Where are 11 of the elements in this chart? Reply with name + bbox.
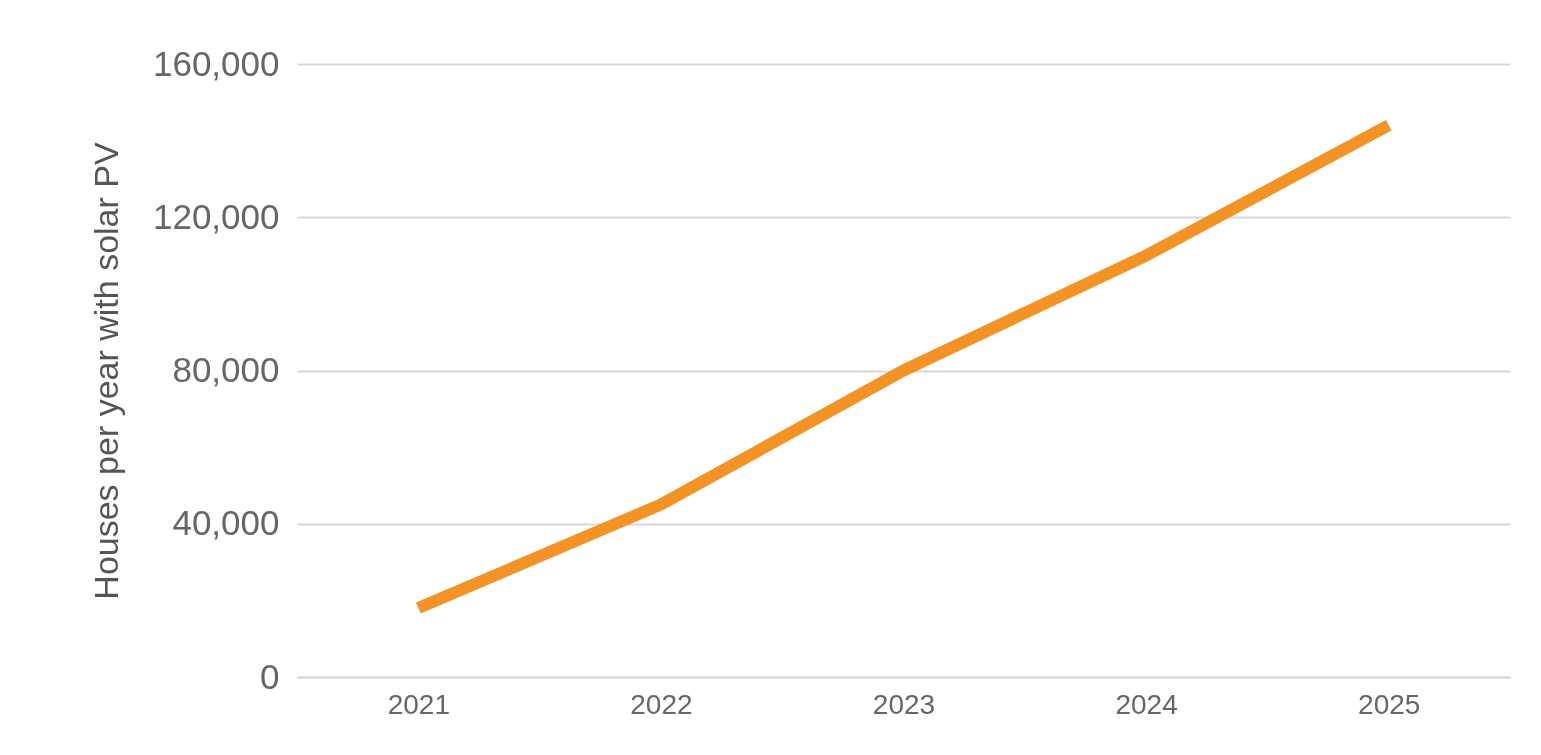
y-axis-title: Houses per year with solar PV [86, 142, 125, 600]
y-tick-label: 80,000 [172, 350, 280, 389]
y-tick-label: 160,000 [152, 43, 280, 83]
y-tick-label: 120,000 [152, 196, 280, 236]
x-tick-label: 2025 [1358, 688, 1421, 720]
x-tick-label: 2023 [872, 688, 936, 720]
x-tick-label: 2024 [1115, 688, 1178, 720]
x-tick-label: 2021 [387, 688, 450, 720]
y-tick-label: 40,000 [172, 503, 280, 543]
x-tick-label: 2022 [630, 688, 693, 720]
y-tick-label: 0 [260, 656, 280, 696]
